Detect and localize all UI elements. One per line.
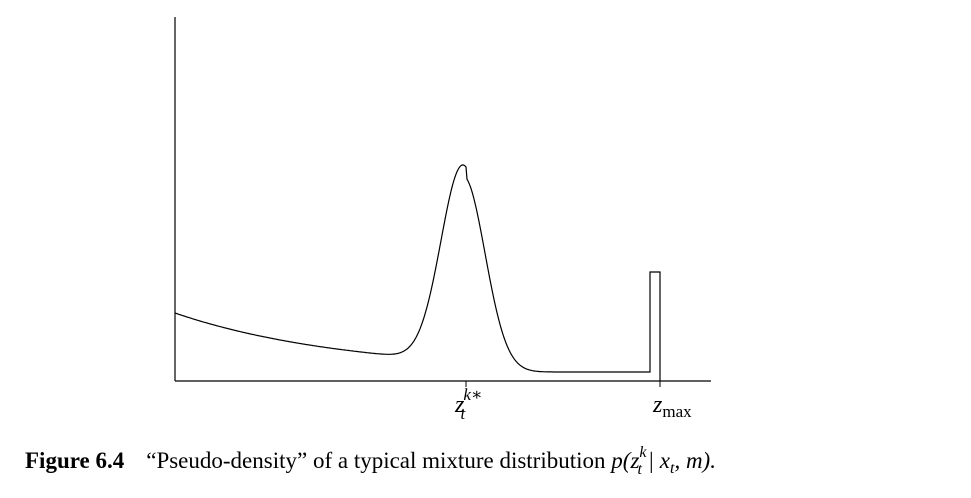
label-part: t xyxy=(460,404,466,423)
caption: Figure 6.4 “Pseudo-density” of a typical … xyxy=(25,444,716,478)
label-part: max xyxy=(662,402,692,421)
label-part: t xyxy=(638,461,643,478)
label-part: , m). xyxy=(674,448,716,473)
label-part: p( xyxy=(609,448,632,473)
label-part: z xyxy=(454,392,465,418)
label-part: t xyxy=(670,460,675,477)
x-tick-label: zmax xyxy=(652,392,692,421)
label-part: “Pseudo-density” of a typical mixture di… xyxy=(146,448,606,473)
x-tick-label: zk∗ t xyxy=(454,385,482,423)
label-part: | x xyxy=(642,448,671,473)
label-part: k xyxy=(639,444,647,461)
label-part: z xyxy=(652,392,663,418)
label-part: k∗ xyxy=(463,385,482,404)
density-curve xyxy=(174,164,661,381)
label-part: z xyxy=(629,448,639,473)
label-part: Figure 6.4 xyxy=(25,448,125,473)
